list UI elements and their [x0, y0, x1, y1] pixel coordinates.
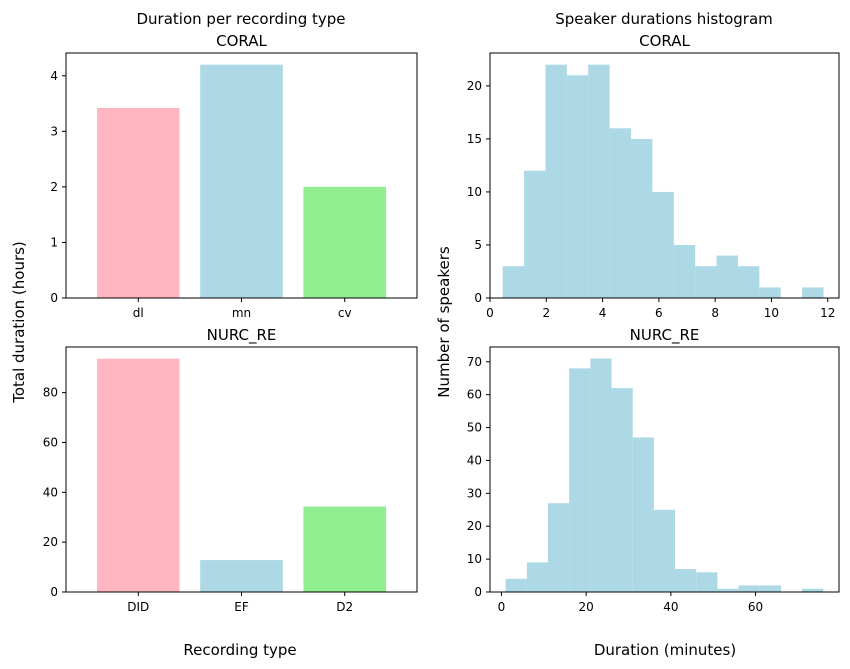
histogram-bin [609, 128, 632, 298]
bar-mn [200, 64, 283, 299]
histogram-bin [802, 287, 824, 298]
right-x-axis-label: Duration (minutes) [594, 641, 736, 659]
y-tick-label: 10 [467, 552, 482, 566]
left-column-title: Duration per recording type [137, 10, 346, 28]
right-column-title: Speaker durations histogram [555, 10, 773, 28]
x-tick-label: 0 [486, 306, 494, 320]
histogram-bin [673, 244, 696, 298]
x-tick-label: dl [133, 306, 144, 320]
x-tick-label: 40 [663, 600, 678, 614]
histogram-bin [566, 75, 589, 298]
left-y-axis-label: Total duration (hours) [10, 241, 28, 404]
histogram-bin [802, 588, 824, 592]
x-tick-label: 6 [655, 306, 663, 320]
x-tick-label: 60 [748, 600, 763, 614]
histogram-bin [675, 568, 697, 592]
histogram-bin [502, 266, 525, 298]
x-tick-label: EF [234, 600, 249, 614]
x-tick-label: cv [338, 306, 352, 320]
histogram-bin [590, 358, 612, 592]
nurc-speaker-histogram: NURC_RE 0 20 40 60 0 10 20 30 40 50 60 70 [467, 326, 840, 614]
histogram-bin [545, 64, 567, 299]
coral-speaker-histogram: CORAL 0 2 4 6 8 10 12 0 5 10 15 20 [467, 32, 840, 320]
x-tick-label: D2 [336, 600, 353, 614]
y-tick-label: 60 [467, 388, 482, 402]
bar-EF [200, 560, 283, 592]
x-tick-label: DID [127, 600, 149, 614]
histogram-bin [759, 585, 781, 592]
y-tick-label: 0 [50, 585, 58, 599]
x-tick-label: 10 [764, 306, 779, 320]
y-tick-label: 40 [43, 485, 58, 499]
histogram-bin [631, 138, 653, 298]
axes-frame [65, 52, 418, 299]
histogram-bin [526, 562, 549, 592]
x-tick-label: 20 [579, 600, 594, 614]
axes-frame [489, 52, 840, 299]
y-tick-label: 10 [467, 185, 482, 199]
x-tick-label: mn [232, 306, 251, 320]
x-tick-label: 2 [542, 306, 550, 320]
histogram-bin [653, 509, 676, 592]
y-tick-label: 0 [474, 291, 482, 305]
histogram-bin [505, 578, 527, 592]
x-tick-label: 0 [498, 600, 506, 614]
y-tick-label: 0 [50, 291, 58, 305]
y-tick-label: 60 [43, 435, 58, 449]
x-tick-label: 4 [599, 306, 607, 320]
y-tick-label: 4 [50, 69, 58, 83]
bar-D2 [303, 506, 387, 592]
bar-DID [96, 358, 180, 592]
histogram-bin [652, 191, 674, 298]
y-tick-label: 2 [50, 180, 58, 194]
histogram-bin [759, 287, 781, 298]
x-tick-label: 8 [711, 306, 719, 320]
bar-dl [96, 108, 180, 298]
histogram-bin [716, 255, 738, 298]
y-tick-label: 3 [50, 124, 58, 138]
histogram-bin [588, 64, 610, 299]
y-tick-label: 20 [43, 535, 58, 549]
bar-cv [303, 186, 387, 298]
histogram-bin [737, 266, 760, 298]
coral-duration-bar-chart: CORAL dl mn cv 0 1 2 3 4 [50, 32, 418, 320]
subplot-title: NURC_RE [630, 326, 700, 345]
y-tick-label: 5 [474, 238, 482, 252]
x-tick-label: 12 [820, 306, 835, 320]
histogram-bin [548, 503, 570, 592]
y-tick-label: 1 [50, 235, 58, 249]
right-y-axis-label: Number of speakers [435, 246, 453, 398]
y-tick-label: 20 [467, 519, 482, 533]
histogram-bin [695, 266, 717, 298]
y-tick-label: 15 [467, 132, 482, 146]
y-tick-label: 50 [467, 421, 482, 435]
left-x-axis-label: Recording type [183, 641, 296, 659]
nurc-duration-bar-chart: NURC_RE DID EF D2 0 20 40 60 80 [43, 326, 418, 614]
axes-frame [65, 346, 418, 593]
y-tick-label: 80 [43, 386, 58, 400]
histogram-bin [632, 437, 654, 592]
histogram-bin [717, 588, 739, 592]
y-tick-label: 40 [467, 453, 482, 467]
y-tick-label: 20 [467, 79, 482, 93]
subplot-title: NURC_RE [207, 326, 277, 345]
axes-frame [489, 346, 840, 593]
y-tick-label: 30 [467, 486, 482, 500]
subplot-title: CORAL [216, 32, 267, 50]
y-tick-label: 0 [474, 585, 482, 599]
y-tick-label: 70 [467, 355, 482, 369]
histogram-bin [569, 368, 591, 592]
histogram-bin [524, 170, 546, 298]
histogram-bin [696, 572, 718, 592]
histogram-bin [738, 585, 760, 592]
histogram-bin [611, 388, 633, 592]
subplot-title: CORAL [639, 32, 690, 50]
